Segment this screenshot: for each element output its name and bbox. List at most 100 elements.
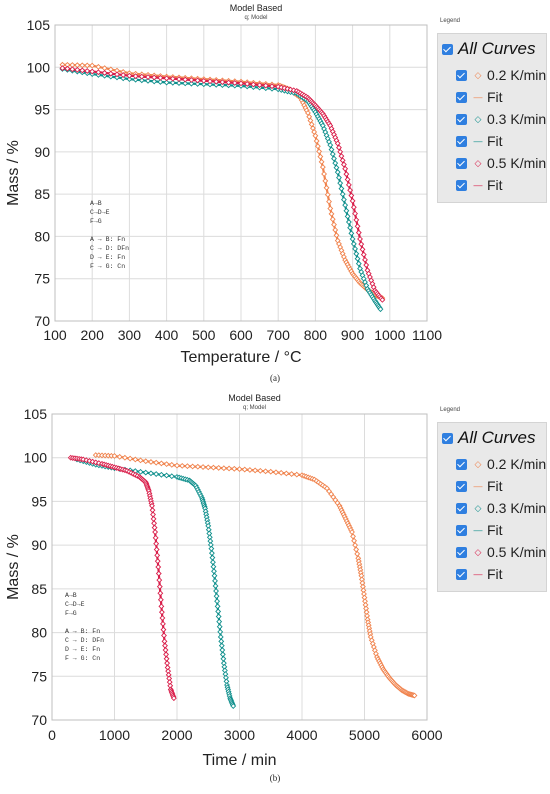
legend-label: 0.5 K/min xyxy=(487,544,547,560)
checkbox-icon[interactable] xyxy=(456,113,467,125)
data-point xyxy=(340,161,347,168)
data-point xyxy=(225,79,232,86)
data-point xyxy=(138,73,145,80)
legend-item-03-data[interactable]: ◇ 0.3 K/min xyxy=(442,497,546,519)
legend-all-curves[interactable]: All Curves xyxy=(442,38,535,60)
data-point xyxy=(351,537,358,544)
legend-item-05-data[interactable]: ◇ 0.5 K/min xyxy=(442,152,546,174)
data-point xyxy=(283,470,290,477)
data-point xyxy=(338,153,345,160)
x-tick-label: 0 xyxy=(48,727,56,743)
checkbox-icon[interactable] xyxy=(456,546,467,558)
line-marker-icon: — xyxy=(473,180,483,190)
data-point xyxy=(212,583,219,589)
data-point xyxy=(352,210,359,217)
data-point xyxy=(169,75,176,82)
legend-item-03-fit[interactable]: — Fit xyxy=(442,519,503,541)
data-point xyxy=(219,82,226,88)
data-point xyxy=(316,148,323,155)
data-point xyxy=(314,143,321,150)
legend-item-05-fit[interactable]: — Fit xyxy=(442,563,503,585)
legend-item-03-data[interactable]: ◇ 0.3 K/min xyxy=(442,108,546,130)
x-tick-label: 5000 xyxy=(349,727,380,743)
data-point xyxy=(163,79,170,86)
legend-all-curves[interactable]: All Curves xyxy=(442,427,535,449)
data-point xyxy=(217,628,224,635)
checkbox-icon[interactable] xyxy=(442,432,453,444)
data-point xyxy=(142,469,149,476)
data-point xyxy=(219,79,226,86)
checkbox-icon[interactable] xyxy=(456,458,467,470)
legend-panel: Legend All Curves ◇ 0.2 K/min — Fit ◇ 0.… xyxy=(437,18,547,203)
legend-label: 0.2 K/min xyxy=(487,67,547,83)
data-point xyxy=(349,197,356,204)
data-point xyxy=(238,80,244,87)
model-scheme-text: C → D: DFn xyxy=(90,245,129,252)
data-point xyxy=(328,210,335,217)
diamond-marker-icon: ◇ xyxy=(474,158,482,168)
legend-label: Fit xyxy=(487,177,503,193)
data-point xyxy=(379,296,386,303)
legend-item-05-fit[interactable]: — Fit xyxy=(442,174,503,196)
chart-panel-a: 100 200 300 400 500 600 700 800 900 1000 1100 70 75 8… xyxy=(0,0,550,390)
data-point xyxy=(208,550,215,557)
checkbox-icon[interactable] xyxy=(456,480,467,492)
data-point xyxy=(244,80,251,87)
x-tick-label: 6000 xyxy=(411,727,442,743)
data-point xyxy=(214,598,221,605)
checkbox-icon[interactable] xyxy=(442,43,453,55)
checkbox-icon[interactable] xyxy=(456,157,467,169)
data-point xyxy=(150,511,156,518)
data-point xyxy=(318,158,325,165)
data-point xyxy=(137,457,144,464)
checkbox-icon[interactable] xyxy=(456,91,467,103)
data-point xyxy=(220,655,227,662)
data-point xyxy=(170,695,177,702)
data-point xyxy=(220,465,227,472)
data-point xyxy=(74,62,81,69)
data-point xyxy=(219,651,226,658)
data-point xyxy=(215,613,222,620)
legend-item-02-fit[interactable]: — Fit xyxy=(442,86,503,108)
model-scheme-text: F → G: Cn xyxy=(65,655,100,662)
x-tick-label: 4000 xyxy=(286,727,317,743)
data-point xyxy=(158,609,165,616)
data-point xyxy=(211,572,218,579)
data-point xyxy=(348,192,355,199)
checkbox-icon[interactable] xyxy=(456,524,467,536)
data-point xyxy=(176,76,182,83)
model-scheme-text: A → B: Fn xyxy=(65,628,100,635)
checkbox-icon[interactable] xyxy=(456,69,467,81)
checkbox-icon[interactable] xyxy=(456,179,467,191)
line-marker-icon: — xyxy=(473,92,483,102)
data-point xyxy=(326,198,332,205)
legend-item-02-data[interactable]: ◇ 0.2 K/min xyxy=(442,453,546,475)
data-point xyxy=(156,577,163,584)
checkbox-icon[interactable] xyxy=(456,502,467,514)
y-tick-label: 70 xyxy=(31,712,47,728)
fit-line-s05 xyxy=(70,456,175,699)
data-point xyxy=(324,191,331,198)
x-tick-label: 200 xyxy=(81,327,105,343)
data-point xyxy=(207,81,213,88)
data-point xyxy=(151,520,158,527)
data-point xyxy=(164,660,171,667)
data-point xyxy=(334,169,341,176)
data-point xyxy=(138,77,145,84)
data-point xyxy=(333,232,340,239)
data-point xyxy=(354,550,361,557)
data-point xyxy=(213,81,220,88)
checkbox-icon[interactable] xyxy=(456,568,467,580)
data-point xyxy=(160,626,167,633)
checkbox-icon[interactable] xyxy=(456,135,467,147)
data-point xyxy=(337,148,344,155)
data-point xyxy=(158,471,165,478)
data-point xyxy=(151,74,158,81)
legend-item-05-data[interactable]: ◇ 0.5 K/min xyxy=(442,541,546,563)
legend-item-03-fit[interactable]: — Fit xyxy=(442,130,503,152)
data-point xyxy=(347,187,354,194)
legend-item-02-fit[interactable]: — Fit xyxy=(442,475,503,497)
legend-item-02-data[interactable]: ◇ 0.2 K/min xyxy=(442,64,546,86)
legend-label: Fit xyxy=(487,478,503,494)
x-tick-label: 800 xyxy=(304,327,328,343)
